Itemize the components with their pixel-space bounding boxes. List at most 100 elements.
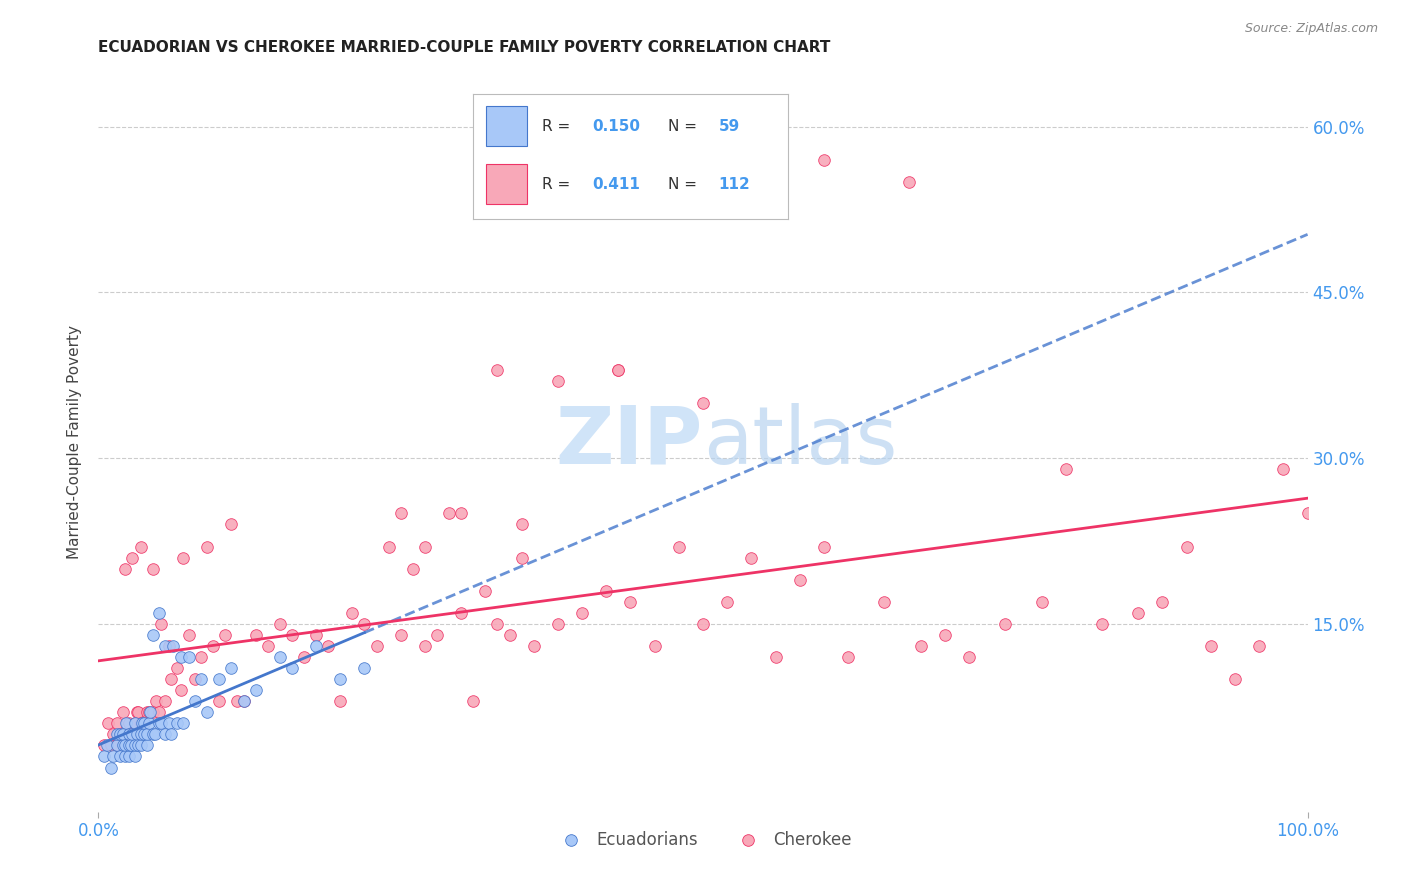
Point xyxy=(1296,507,1319,521)
Point xyxy=(127,739,149,753)
Point xyxy=(120,739,142,753)
Point xyxy=(135,727,157,741)
Point xyxy=(389,628,412,642)
Point xyxy=(124,739,146,753)
Point xyxy=(353,616,375,631)
Point xyxy=(450,606,472,620)
Point xyxy=(139,706,162,720)
Point xyxy=(142,727,165,741)
Point xyxy=(157,716,180,731)
Point xyxy=(281,628,304,642)
Point xyxy=(97,716,120,731)
Point xyxy=(169,683,191,698)
Point xyxy=(142,706,165,720)
Point xyxy=(910,639,932,653)
Point xyxy=(208,694,231,708)
Point xyxy=(138,706,160,720)
Point xyxy=(281,661,304,675)
Point xyxy=(134,716,156,731)
Point xyxy=(486,362,509,376)
Point xyxy=(377,540,399,554)
Point xyxy=(153,727,176,741)
Point xyxy=(105,716,128,731)
Point xyxy=(129,739,152,753)
Point xyxy=(474,583,496,598)
Point xyxy=(96,739,118,753)
Point xyxy=(121,550,143,565)
Point xyxy=(316,639,339,653)
Point xyxy=(305,639,328,653)
Point xyxy=(837,650,859,665)
Point xyxy=(202,639,225,653)
Point xyxy=(547,616,569,631)
Point xyxy=(510,550,533,565)
Point xyxy=(115,716,138,731)
Point xyxy=(437,507,460,521)
Point xyxy=(184,694,207,708)
Point xyxy=(121,727,143,741)
Point xyxy=(111,727,134,741)
Point xyxy=(118,727,141,741)
Legend: Ecuadorians, Cherokee: Ecuadorians, Cherokee xyxy=(548,824,858,855)
Point xyxy=(269,616,291,631)
Point xyxy=(498,628,520,642)
Point xyxy=(108,727,131,741)
Point xyxy=(93,749,115,764)
Y-axis label: Married-Couple Family Poverty: Married-Couple Family Poverty xyxy=(67,325,83,558)
Point xyxy=(813,540,835,554)
Point xyxy=(190,672,212,686)
Point xyxy=(143,727,166,741)
Point xyxy=(607,362,630,376)
Point xyxy=(100,739,122,753)
Text: ECUADORIAN VS CHEROKEE MARRIED-COUPLE FAMILY POVERTY CORRELATION CHART: ECUADORIAN VS CHEROKEE MARRIED-COUPLE FA… xyxy=(98,40,831,55)
Point xyxy=(134,727,156,741)
Point xyxy=(160,672,183,686)
Text: atlas: atlas xyxy=(703,402,897,481)
Point xyxy=(305,628,328,642)
Point xyxy=(426,628,449,642)
Text: Source: ZipAtlas.com: Source: ZipAtlas.com xyxy=(1244,22,1378,36)
Point xyxy=(114,749,136,764)
Point xyxy=(897,175,920,189)
Point xyxy=(353,661,375,675)
Point xyxy=(190,650,212,665)
Point xyxy=(510,517,533,532)
Text: ZIP: ZIP xyxy=(555,402,703,481)
Point xyxy=(450,507,472,521)
Point xyxy=(142,561,165,575)
Point xyxy=(111,706,134,720)
Point xyxy=(172,550,194,565)
Point xyxy=(716,595,738,609)
Point xyxy=(179,650,201,665)
Point xyxy=(214,628,236,642)
Point xyxy=(118,749,141,764)
Point xyxy=(221,661,243,675)
Point xyxy=(413,639,436,653)
Point xyxy=(1152,595,1174,609)
Point xyxy=(129,540,152,554)
Point xyxy=(131,716,153,731)
Point xyxy=(256,639,278,653)
Point xyxy=(232,694,254,708)
Point xyxy=(619,595,641,609)
Point xyxy=(571,606,593,620)
Point xyxy=(195,706,218,720)
Point xyxy=(245,628,267,642)
Point xyxy=(607,362,630,376)
Point xyxy=(1249,639,1271,653)
Point xyxy=(644,639,666,653)
Point xyxy=(169,650,191,665)
Point xyxy=(245,683,267,698)
Point xyxy=(111,727,134,741)
Point xyxy=(124,749,146,764)
Point xyxy=(486,616,509,631)
Point xyxy=(342,606,364,620)
Point xyxy=(873,595,896,609)
Point xyxy=(1031,595,1053,609)
Point xyxy=(813,153,835,167)
Point xyxy=(100,760,122,774)
Point xyxy=(101,749,124,764)
Point xyxy=(118,727,141,741)
Point xyxy=(108,727,131,741)
Point xyxy=(157,639,180,653)
